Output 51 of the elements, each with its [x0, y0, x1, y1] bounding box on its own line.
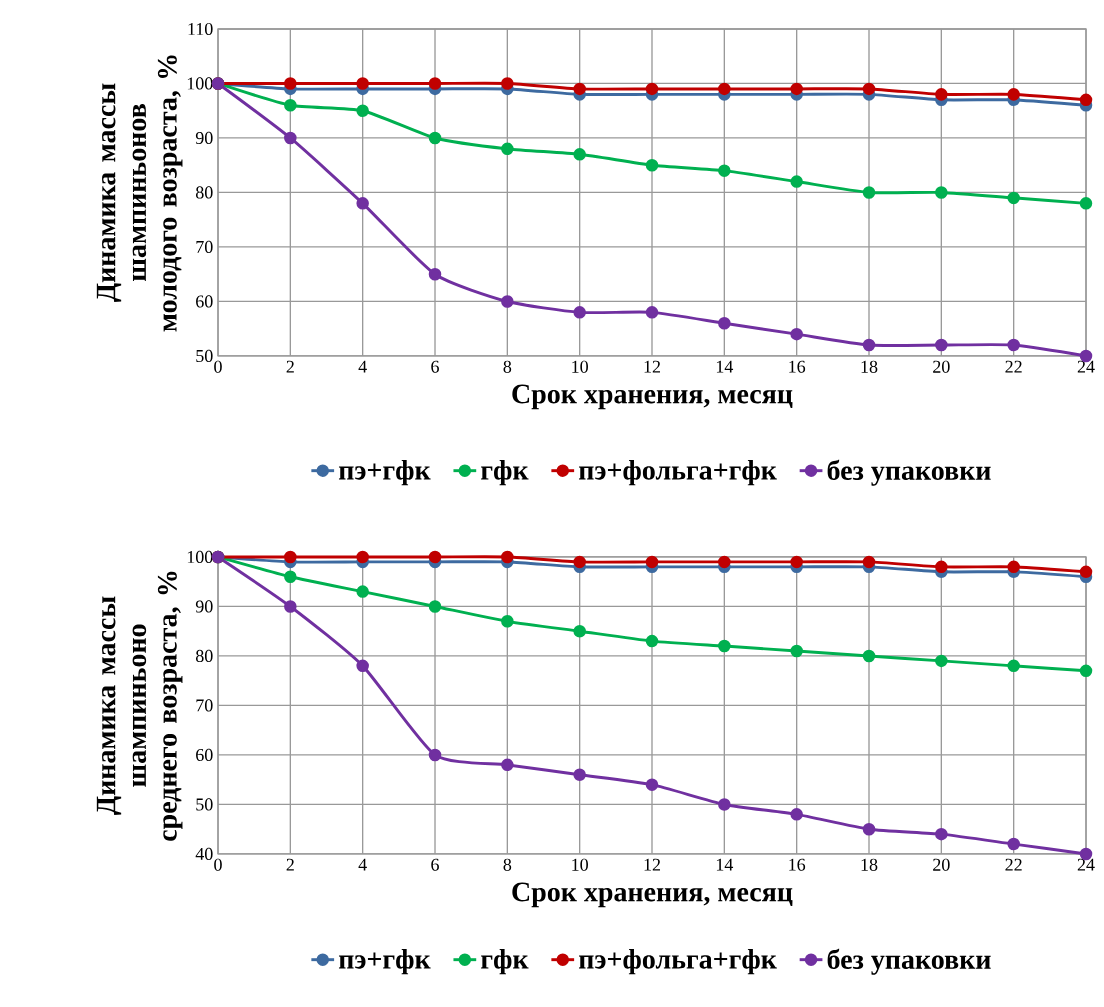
x-tick-label: 24: [1077, 360, 1095, 373]
y-axis-title: Динамика массы шампиньоно среднего возраста, %: [96, 571, 183, 841]
x-tick-label: 2: [286, 360, 294, 373]
x-tick-label: 2: [286, 858, 294, 871]
x-tick-label: 16: [789, 858, 806, 871]
y-tick-label: 60: [196, 748, 213, 762]
x-tick-label: 16: [789, 360, 806, 373]
x-tick-label: 20: [933, 858, 950, 871]
x-tick-label: 8: [503, 360, 512, 373]
x-tick-label: 8: [503, 858, 512, 871]
x-tick-label: 12: [644, 858, 661, 871]
x-tick-label: 20: [933, 360, 950, 373]
x-tick-label: 12: [644, 360, 661, 373]
y-tick-label: 50: [196, 798, 213, 811]
x-axis-title: Срок хранения, месяц: [512, 384, 793, 410]
legend-label: гфк: [481, 459, 529, 486]
legend-label: пэ+гфк: [338, 948, 431, 975]
y-tick-label: 50: [196, 349, 213, 363]
x-tick-label: 6: [431, 858, 439, 871]
y-tick-label: 60: [196, 295, 213, 308]
y-axis-title: Динамика массы шампиньонов молодого возраста, %: [96, 55, 183, 332]
x-tick-label: 22: [1005, 858, 1022, 871]
y-tick-label: 80: [195, 649, 213, 663]
y-tick-label: 110: [188, 22, 213, 36]
legend-label: пэ+гфк: [338, 459, 431, 486]
y-tick-label: 80: [195, 186, 213, 199]
x-axis-title: Срок хранения, месяц: [512, 882, 793, 908]
y-tick-label: 40: [195, 847, 213, 861]
legend-label: пэ+фольга+гфк: [578, 459, 777, 486]
y-tick-label: 90: [195, 600, 213, 613]
x-tick-label: 0: [214, 360, 222, 373]
x-tick-label: 4: [358, 858, 367, 871]
x-tick-label: 24: [1077, 858, 1095, 871]
y-tick-label: 100: [187, 550, 213, 564]
x-tick-label: 10: [572, 360, 588, 373]
x-tick-label: 22: [1005, 360, 1022, 373]
x-tick-label: 18: [861, 858, 878, 871]
x-tick-label: 14: [716, 360, 734, 373]
x-tick-label: 4: [358, 360, 367, 373]
x-tick-label: 14: [716, 858, 734, 871]
x-tick-label: 0: [214, 858, 222, 871]
legend-label: пэ+фольга+гфк: [578, 948, 777, 975]
y-tick-label: 90: [195, 131, 213, 145]
legend-label: без упаковки: [827, 948, 991, 975]
y-tick-label: 70: [196, 240, 213, 254]
x-tick-label: 18: [861, 360, 878, 373]
y-tick-label: 70: [196, 699, 213, 712]
x-tick-label: 10: [572, 858, 588, 871]
x-tick-label: 6: [431, 360, 439, 373]
legend-label: без упаковки: [827, 459, 991, 486]
legend-label: гфк: [481, 948, 529, 975]
